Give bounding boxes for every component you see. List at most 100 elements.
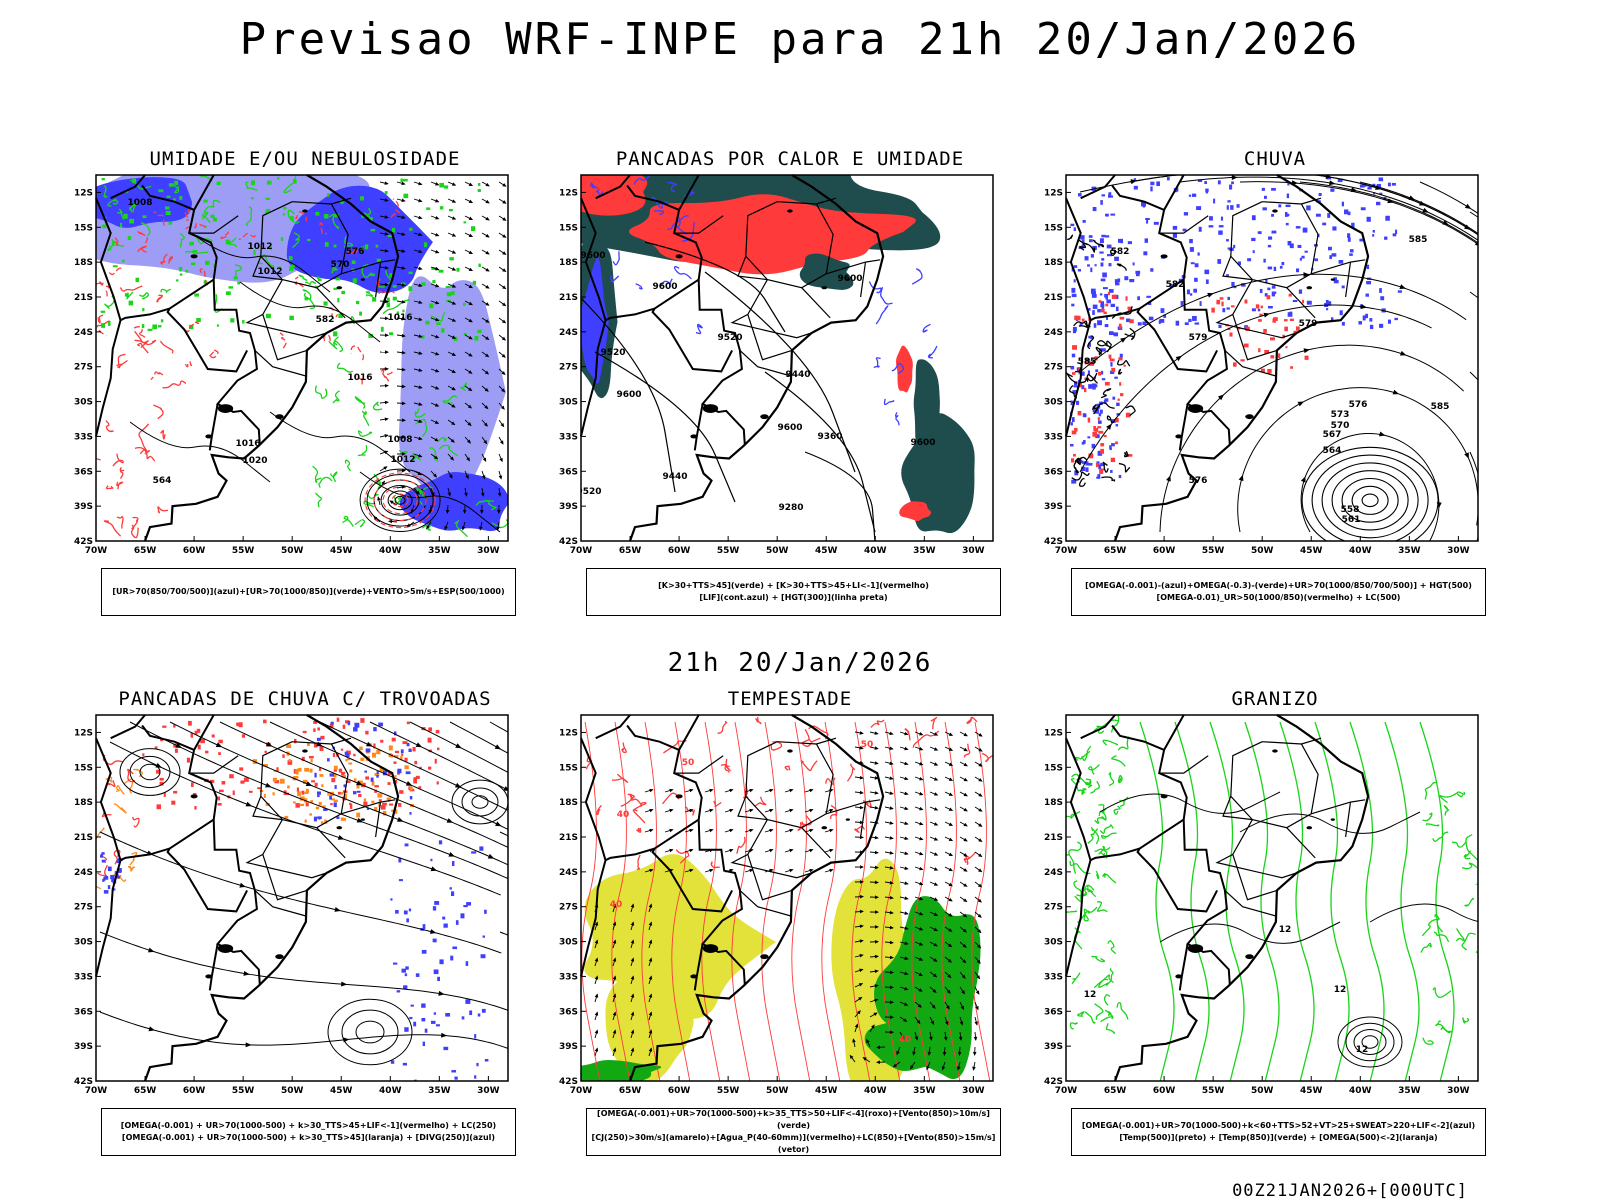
rain-red-speckle <box>1263 329 1267 333</box>
divg-blue-speckle <box>395 910 399 914</box>
wind-arrow <box>904 807 909 812</box>
wind-arrow <box>729 828 734 833</box>
storm-orange-speckle <box>305 819 307 822</box>
divg-blue-speckle <box>111 879 113 882</box>
omega-blue-speckle <box>1206 190 1208 194</box>
wind-arrow <box>452 199 457 204</box>
streamline-arrow <box>341 982 347 987</box>
panel-legend: [OMEGA(-0.001)+UR>70(1000-500)+k<60+TTS>… <box>1071 1108 1486 1156</box>
divg-blue-speckle <box>422 950 427 954</box>
temp850-green-contour <box>1434 932 1449 942</box>
lake <box>205 974 212 978</box>
lon-label: 40W <box>864 1086 887 1096</box>
contour-label: 1008 <box>387 435 412 445</box>
omega-blue-speckle <box>1388 320 1391 324</box>
omega-blue-speckle <box>1303 228 1308 233</box>
streamline-arrow <box>1464 452 1471 459</box>
humidity-green-speckle <box>128 236 131 240</box>
omega-blue-speckle <box>1229 185 1232 190</box>
lake <box>1272 749 1278 752</box>
streamline-arrow <box>1399 284 1406 291</box>
lif-blue-contour <box>613 251 619 264</box>
lat-label: 21S <box>559 293 578 303</box>
storm-red-speckle <box>437 781 439 784</box>
contour-label: 50 <box>861 740 874 750</box>
lon-label: 35W <box>428 546 451 556</box>
lake <box>1175 434 1182 438</box>
streamline-arrow <box>1263 311 1270 317</box>
lat-label: 42S <box>559 537 578 547</box>
lat-label: 15S <box>559 223 578 233</box>
humidity-green-contour <box>355 520 365 527</box>
rain-red-speckle <box>1076 316 1081 321</box>
thickness-red-contour <box>153 405 163 419</box>
state-border <box>1233 854 1277 899</box>
water-red-contour <box>612 774 628 782</box>
storm-orange-speckle <box>356 785 359 789</box>
humidity-green-speckle <box>477 330 481 333</box>
omega-blue-speckle <box>1290 312 1293 315</box>
rain-red-speckle <box>1072 372 1075 375</box>
omega-blue-speckle <box>1305 251 1308 253</box>
omega-blue-speckle <box>1264 196 1267 199</box>
omega-blue-speckle <box>1219 225 1224 227</box>
divg-blue-speckle <box>416 973 420 977</box>
temp850-green-contour <box>1082 746 1091 760</box>
wind-arrow <box>934 822 939 827</box>
thickness-red-contour <box>106 421 113 432</box>
temp850-green-contour <box>1103 874 1116 883</box>
omega-blue-speckle <box>1071 304 1074 307</box>
storm-red-speckle <box>374 785 379 787</box>
contour-label: 585 <box>1078 357 1097 367</box>
lake <box>1245 954 1253 959</box>
omega-blue-speckle <box>1097 309 1101 312</box>
omega-blue-speckle <box>1078 269 1081 271</box>
storm-red-speckle <box>413 779 417 784</box>
storm-red-speckle <box>339 769 342 773</box>
streamline-arrow <box>239 883 246 889</box>
humidity-green-speckle <box>457 268 460 272</box>
wind-arrow <box>709 828 714 833</box>
lon-label: 35W <box>913 1086 936 1096</box>
humidity-green-speckle <box>441 328 444 332</box>
temp850-green-contour <box>1464 851 1470 859</box>
temp850-green-contour <box>1462 863 1477 868</box>
state-border <box>1159 756 1208 773</box>
omega-blue-speckle <box>1286 205 1291 207</box>
hgt500-contour <box>1103 462 1108 472</box>
divg-blue-speckle <box>408 749 411 752</box>
wind-arrow <box>973 1052 977 1056</box>
water-red-contour <box>854 826 864 832</box>
wind-arrow <box>452 250 457 255</box>
storm-orange-speckle <box>295 769 298 773</box>
streamline-arrow <box>1400 351 1407 358</box>
storm-orange-speckle <box>372 781 375 785</box>
wind-arrow <box>669 848 674 853</box>
humidity-green-speckle <box>317 277 320 280</box>
omega-blue-speckle <box>1088 463 1093 466</box>
lon-label: 70W <box>1055 1086 1078 1096</box>
divg-blue-speckle <box>404 1027 408 1032</box>
lon-label: 65W <box>619 1086 642 1096</box>
temp850-green-contour <box>1094 1004 1103 1020</box>
omega-blue-speckle <box>1150 268 1153 272</box>
lat-label: 33S <box>1044 432 1063 442</box>
storm-red-speckle <box>341 749 343 751</box>
state-border <box>1311 800 1365 814</box>
temp850-green-contour <box>1476 947 1483 957</box>
omega-blue-speckle <box>1146 296 1151 298</box>
wind-arrow <box>904 866 909 870</box>
lon-label: 70W <box>1055 546 1078 556</box>
thickness-red-contour <box>93 282 103 286</box>
humidity-green-speckle <box>102 178 105 180</box>
humidity-green-speckle <box>385 191 388 194</box>
storm-red-speckle <box>242 734 245 737</box>
lif-blue-contour <box>896 412 900 425</box>
lat-label: 30S <box>1044 398 1063 408</box>
omega-blue-speckle <box>1073 329 1076 333</box>
lon-label: 40W <box>864 546 887 556</box>
temp850-green-contour <box>1082 789 1086 794</box>
omega-blue-speckle <box>1119 475 1122 478</box>
